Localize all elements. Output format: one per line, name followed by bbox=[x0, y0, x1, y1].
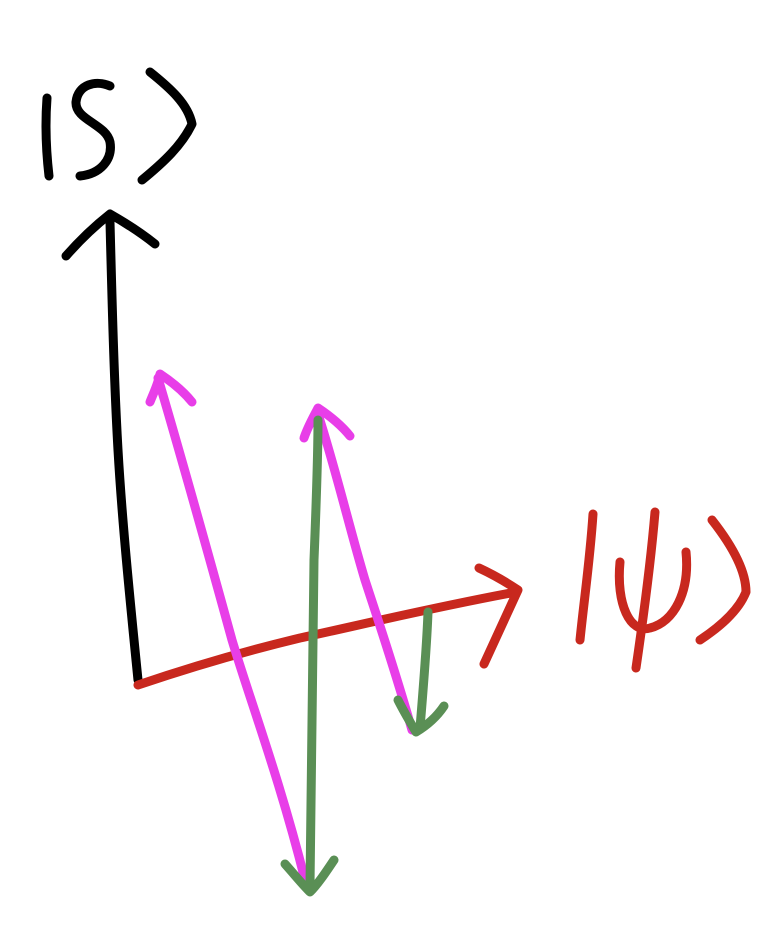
psi-axis-shaft bbox=[133, 587, 521, 690]
green-short-shaft bbox=[415, 607, 433, 733]
magenta-middle-shaft bbox=[313, 409, 417, 735]
s-axis-shaft bbox=[105, 217, 143, 685]
green-arrow-short-down bbox=[393, 607, 449, 737]
magenta-long-shaft bbox=[153, 373, 310, 885]
s-axis-label-s bbox=[71, 78, 115, 181]
psi-axis-label-psi-cup bbox=[614, 547, 692, 634]
s-axis-arrow bbox=[61, 209, 160, 685]
psi-axis-arrow bbox=[133, 563, 523, 690]
s-axis-label-ket bbox=[137, 67, 197, 185]
magenta-arrow-long-up bbox=[145, 369, 310, 885]
psi-axis-label bbox=[575, 507, 751, 673]
green-long-shaft bbox=[305, 415, 323, 890]
psi-axis-label-psi-stem bbox=[631, 507, 660, 673]
magenta-arrow-middle-up bbox=[299, 403, 417, 735]
s-axis-label bbox=[41, 67, 197, 185]
green-short-arrowhead bbox=[393, 695, 449, 737]
s-axis-label-bar bbox=[41, 93, 54, 181]
psi-axis-label-ket bbox=[695, 515, 751, 645]
green-arrow-long-down bbox=[280, 415, 339, 897]
magenta-long-arrowhead bbox=[145, 369, 197, 407]
green-long-arrowhead bbox=[280, 855, 339, 897]
magenta-middle-arrowhead bbox=[299, 403, 355, 443]
psi-axis-arrowhead bbox=[474, 563, 523, 669]
psi-axis-label-bar bbox=[575, 509, 598, 645]
s-axis-arrowhead bbox=[61, 209, 160, 261]
